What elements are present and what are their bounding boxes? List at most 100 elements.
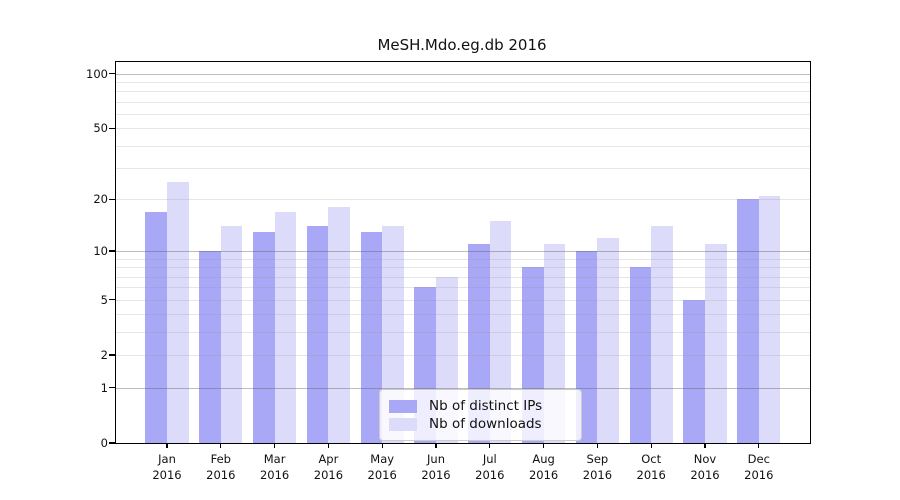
x-tick-label-month: Sep — [586, 452, 609, 466]
x-tick-label-month: Feb — [210, 452, 231, 466]
legend: Nb of distinct IPs Nb of downloads — [379, 389, 582, 441]
y-tick-label: 0 — [100, 436, 108, 450]
x-tick-label-year: 2016 — [367, 468, 397, 482]
bar-downloads-nov — [705, 244, 727, 443]
gridline-minor — [116, 199, 810, 201]
gridline-minor — [116, 101, 810, 103]
x-tick-label: Dec 2016 — [732, 451, 786, 483]
gridline-minor — [116, 82, 810, 84]
x-tick-mark — [758, 443, 760, 448]
x-tick-label: Mar 2016 — [248, 451, 302, 483]
y-tick-mark — [109, 298, 116, 301]
x-tick-label-month: Jul — [482, 452, 497, 466]
x-tick-mark — [650, 443, 652, 448]
gridline-minor — [116, 91, 810, 93]
x-tick-label-month: Oct — [641, 452, 662, 466]
bar-downloads-feb — [220, 226, 243, 443]
bar-downloads-oct — [651, 226, 673, 443]
legend-swatch-distinct-ips — [389, 399, 417, 413]
gridline-minor — [116, 145, 810, 147]
bar-distinct-ips-nov — [683, 299, 705, 443]
x-tick-label-year: 2016 — [475, 468, 505, 482]
bar-distinct-ips-apr — [306, 226, 329, 443]
y-tick-label: 5 — [100, 292, 108, 307]
x-tick-label-year: 2016 — [744, 468, 774, 482]
bar-downloads-may — [382, 226, 404, 443]
y-tick-mark — [109, 73, 116, 75]
x-tick-label: Jul 2016 — [463, 451, 517, 483]
legend-label-downloads: Nb of downloads — [429, 416, 542, 432]
x-tick-mark — [166, 443, 168, 448]
plot-area: Nb of distinct IPs Nb of downloads 100 50… — [86, 61, 811, 482]
x-tick-label: Sep 2016 — [570, 451, 624, 483]
y-tick-label: 20 — [93, 192, 108, 207]
gridline-minor — [116, 114, 810, 116]
bar-distinct-ips-dec — [737, 199, 759, 443]
bar-distinct-ips-may — [360, 231, 383, 443]
y-tick-label: 100 — [86, 66, 108, 81]
x-tick-label-year: 2016 — [582, 468, 613, 482]
bar-downloads-apr — [328, 207, 350, 443]
x-tick-label: Jan 2016 — [140, 451, 194, 483]
x-tick-label-month: Jan — [158, 452, 176, 466]
x-tick-label-month: Mar — [263, 452, 286, 466]
y-tick-mark — [109, 127, 116, 130]
y-tick-mark — [109, 354, 116, 356]
gridline-minor — [116, 168, 810, 170]
x-tick-label-year: 2016 — [421, 468, 451, 482]
chart-title: MeSH.Mdo.eg.db 2016 — [377, 36, 547, 54]
legend-swatch-downloads — [389, 417, 417, 431]
x-tick-label-year: 2016 — [259, 468, 290, 482]
x-tick-label-month: May — [370, 452, 395, 466]
x-tick-label: Jun 2016 — [409, 451, 463, 483]
y-tick-label: 1 — [100, 380, 108, 395]
gridline-major — [116, 73, 810, 75]
y-tick-label: 10 — [93, 244, 108, 259]
x-tick-mark — [596, 443, 599, 448]
bar-distinct-ips-mar — [253, 231, 275, 443]
x-tick-mark — [704, 443, 706, 448]
x-tick-mark — [220, 443, 222, 448]
y-tick-mark — [109, 250, 116, 252]
x-tick-label-month: Apr — [318, 452, 339, 466]
x-tick-label: Apr 2016 — [301, 451, 355, 483]
legend-item-distinct-ips: Nb of distinct IPs — [389, 397, 572, 415]
x-tick-label-year: 2016 — [206, 468, 236, 482]
x-tick-mark — [489, 443, 491, 448]
gridline-minor — [116, 128, 810, 130]
bar-downloads-jan — [167, 182, 189, 443]
x-tick-label-month: Dec — [747, 452, 770, 466]
x-tick-mark — [273, 443, 276, 448]
x-tick-mark — [327, 443, 330, 448]
y-tick-mark — [109, 442, 116, 444]
x-tick-label: Nov 2016 — [678, 451, 732, 483]
x-tick-label: May 2016 — [355, 451, 409, 483]
bar-distinct-ips-jan — [145, 211, 167, 443]
x-tick-label-month: Nov — [693, 452, 717, 466]
x-tick-label-year: 2016 — [636, 468, 666, 482]
bar-downloads-dec — [758, 195, 781, 443]
bar-downloads-sep — [597, 237, 619, 443]
bar-downloads-mar — [274, 211, 297, 443]
x-tick-label: Aug 2016 — [517, 451, 571, 483]
legend-item-downloads: Nb of downloads — [389, 415, 572, 433]
legend-label-distinct-ips: Nb of distinct IPs — [429, 398, 543, 414]
x-tick-label-month: Aug — [532, 452, 555, 466]
x-tick-label-year: 2016 — [690, 468, 720, 482]
bar-downloads-jul — [489, 221, 512, 443]
x-tick-label-year: 2016 — [528, 468, 559, 482]
x-tick-label-year: 2016 — [152, 468, 182, 482]
x-tick-label-year: 2016 — [313, 468, 344, 482]
x-tick-label: Feb 2016 — [194, 451, 248, 483]
x-tick-mark — [542, 443, 545, 448]
x-tick-mark — [381, 443, 383, 448]
x-tick-label-month: Jun — [427, 452, 445, 466]
y-tick-mark — [109, 198, 116, 201]
y-tick-mark — [109, 386, 116, 389]
y-tick-label: 50 — [93, 121, 108, 136]
x-tick-label: Oct 2016 — [624, 451, 678, 483]
bar-distinct-ips-feb — [199, 251, 221, 443]
bar-distinct-ips-oct — [629, 267, 652, 443]
y-tick-label: 2 — [100, 348, 108, 363]
